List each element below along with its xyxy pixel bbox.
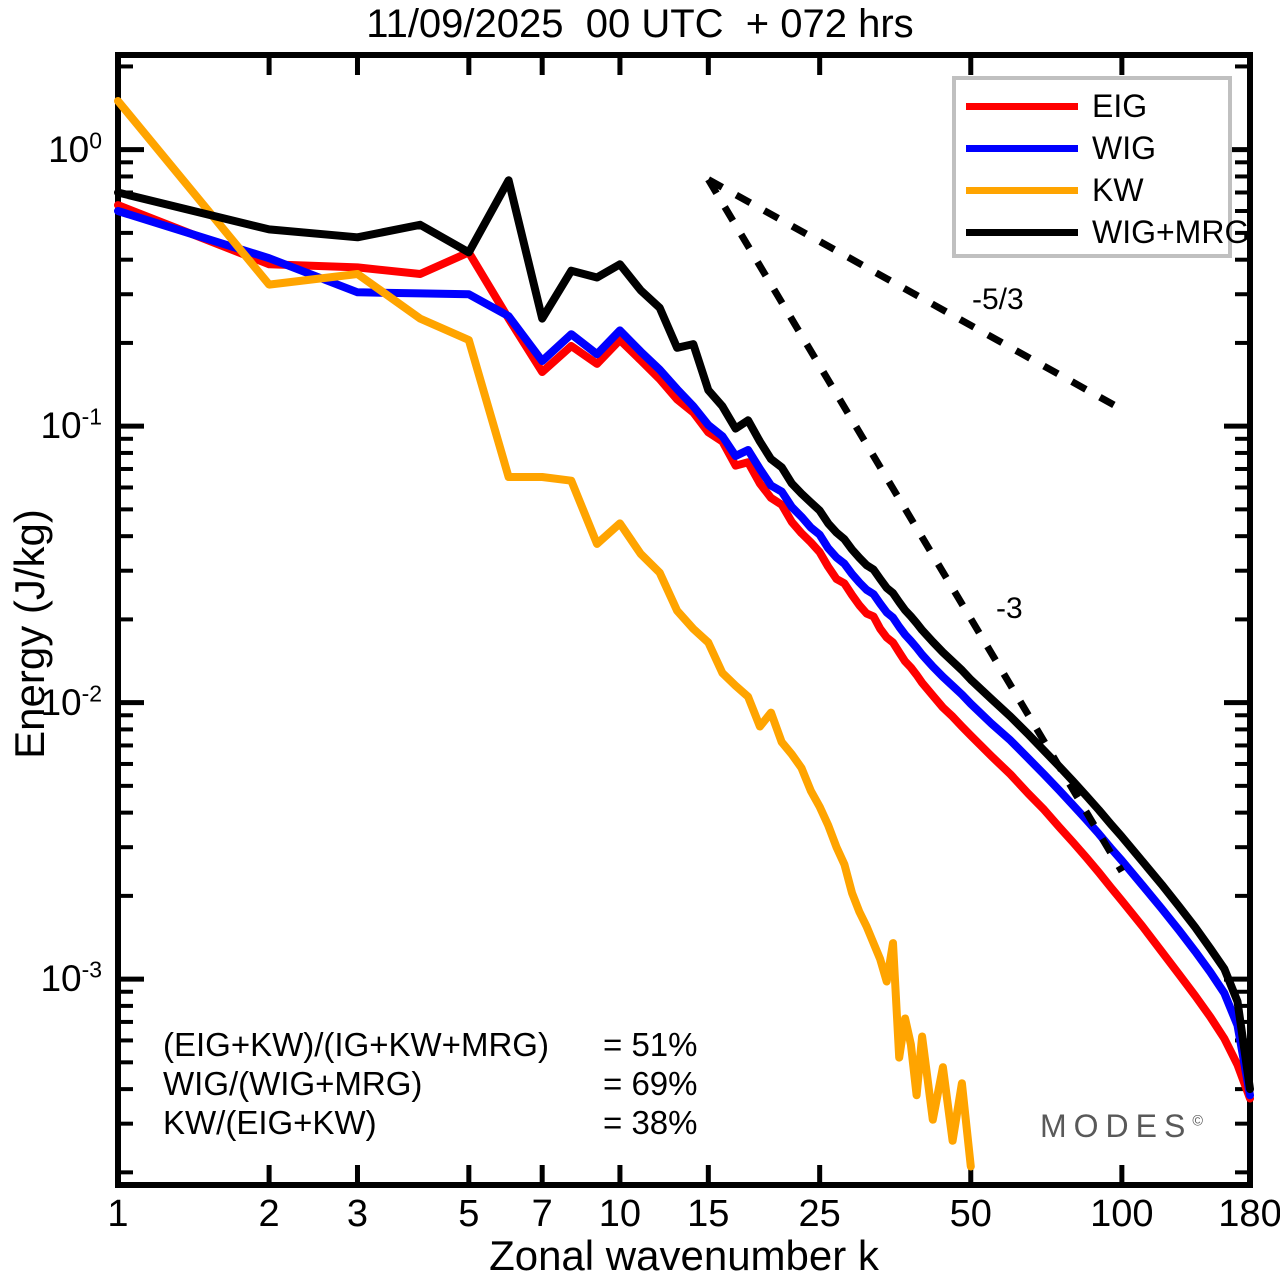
legend-color-swatch — [966, 186, 1078, 194]
legend-item-label: KW — [1092, 172, 1144, 208]
series-line-kw — [114, 97, 975, 1171]
copyright-icon: © — [1192, 1113, 1203, 1130]
series-line-wig-mrg — [114, 176, 1254, 1094]
y-axis-tick-label: 10-2 — [40, 680, 102, 723]
chart-title: 11/09/2025 00 UTC + 072 hrs — [366, 2, 914, 46]
x-axis-tick-label: 15 — [687, 1193, 730, 1235]
legend-color-swatch — [966, 144, 1078, 152]
reference-line-3 — [705, 177, 1125, 874]
series-line-eig — [114, 201, 1254, 1103]
statistics-expression: (EIG+KW)/(IG+KW+MRG) — [163, 1026, 549, 1063]
legend-item-wig[interactable]: WIG — [966, 128, 1228, 168]
legend-item-eig[interactable]: EIG — [966, 86, 1228, 126]
legend-color-swatch — [966, 102, 1078, 110]
x-axis-tick-label: 10 — [598, 1193, 642, 1235]
x-axis-tick-label: 50 — [949, 1193, 992, 1235]
x-axis-tick-label: 5 — [458, 1193, 480, 1235]
y-axis-tick-label: 10-3 — [40, 956, 102, 1000]
statistics-value: = 38% — [603, 1104, 698, 1141]
legend-item-label: EIG — [1092, 88, 1148, 124]
legend-item-kw[interactable]: KW — [966, 170, 1228, 210]
x-axis-tick-label: 3 — [346, 1193, 369, 1235]
slope-label-five-thirds: -5/3 — [972, 283, 1024, 316]
series-line-wig — [114, 207, 1254, 1100]
statistics-value: = 51% — [603, 1026, 698, 1063]
statistics-row: WIG/(WIG+MRG) = 69% — [163, 1064, 698, 1103]
statistics-block: (EIG+KW)/(IG+KW+MRG) = 51% WIG/(WIG+MRG) = … — [163, 1025, 698, 1142]
slope-label-minus-three: -3 — [996, 592, 1023, 625]
legend-item-wig-mrg[interactable]: WIG+MRG — [966, 212, 1249, 252]
modes-watermark: MODES© — [1040, 1108, 1203, 1145]
y-axis-tick-label: 100 — [48, 127, 102, 170]
statistics-row: (EIG+KW)/(IG+KW+MRG) = 51% — [163, 1025, 698, 1064]
x-axis-label: Zonal wavenumber k — [489, 1232, 879, 1279]
x-axis-tick-label: 2 — [258, 1193, 280, 1235]
legend: EIG WIG KW WIG+MRG — [952, 76, 1249, 258]
statistics-row: KW/(EIG+KW) = 38% — [163, 1103, 698, 1142]
legend-item-label: WIG — [1092, 130, 1156, 166]
x-axis-tick-label: 100 — [1090, 1193, 1154, 1235]
y-axis-tick-label: 10-1 — [40, 403, 102, 447]
statistics-value: = 69% — [603, 1065, 698, 1102]
legend-item-label: WIG+MRG — [1092, 214, 1250, 250]
statistics-expression: KW/(EIG+KW) — [163, 1104, 377, 1141]
y-axis-label: Energy (J/kg) — [6, 509, 53, 759]
reference-line-53 — [706, 176, 1124, 413]
modes-watermark-text: MODES — [1040, 1108, 1193, 1144]
statistics-expression: WIG/(WIG+MRG) — [163, 1065, 423, 1102]
legend-color-swatch — [966, 228, 1078, 236]
x-axis-tick-label: 1 — [107, 1193, 129, 1235]
x-axis-tick-label: 25 — [798, 1193, 841, 1235]
x-axis-tick-label: 7 — [531, 1193, 553, 1235]
x-axis-tick-label: 180 — [1218, 1193, 1280, 1235]
